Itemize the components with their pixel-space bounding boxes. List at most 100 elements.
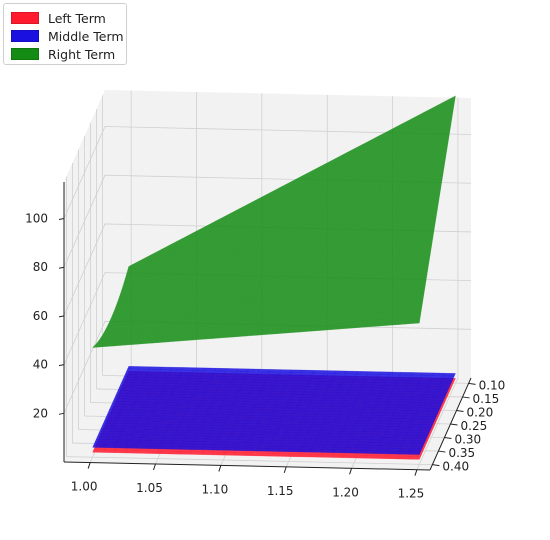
surface-cell [278,396,292,401]
surface-cell [340,381,353,385]
surface-cell [294,386,307,390]
surface-cell [373,431,386,435]
surface-cell [320,400,334,404]
surface-cell [138,415,151,419]
surface-cell [105,439,119,443]
surface-cell [161,388,174,392]
surface-cell [195,435,208,440]
surface-cell [149,415,162,420]
surface-cell [213,370,226,375]
surface-cell [251,382,265,386]
surface-cell [247,368,260,373]
surface-cell [331,449,345,454]
surface-cell [258,442,271,447]
surface-cell [313,416,327,420]
surface-cell [227,387,241,391]
surface-cell [162,410,176,414]
surface-cell [228,384,242,389]
surface-cell [399,445,413,450]
surface-cell [192,416,206,421]
surface-cell [331,454,345,458]
surface-cell [215,439,229,443]
surface-cell [225,368,238,372]
surface-cell [213,444,226,448]
surface-cell [428,380,442,385]
surface-cell [207,433,220,437]
surface-cell [187,378,201,382]
surface-cell [195,411,208,415]
surface-cell [319,427,333,431]
y-tick-label: 0.30 [454,433,481,447]
surface-cell [277,453,291,457]
surface-cell [126,442,139,446]
surface-cell [358,390,372,394]
surface-cell [368,417,381,422]
surface-cell [328,384,341,388]
surface-cell [337,387,351,391]
surface-cell [297,377,311,382]
surface-cell [248,439,262,444]
surface-cell [139,437,153,441]
surface-cell [128,412,142,416]
surface-cell [135,371,149,376]
surface-cell [288,448,302,453]
surface-cell [219,430,233,435]
surface-cell [168,451,182,455]
surface-cell [387,448,401,452]
surface-cell [400,393,414,398]
surface-cell [277,423,291,428]
surface-cell [272,410,286,414]
surface-cell [204,389,218,393]
surface-cell [299,399,312,404]
surface-cell [288,453,302,458]
surface-cell [180,419,194,423]
surface-cell [186,380,200,385]
surface-cell [282,388,295,392]
surface-cell [264,379,277,384]
surface-cell [147,418,161,422]
surface-cell [365,398,379,402]
surface-cell [342,449,356,454]
surface-cell [143,429,156,433]
surface-cell [232,376,246,380]
surface-cell [215,389,229,394]
surface-cell [351,431,364,435]
surface-cell [201,422,214,426]
surface-cell [319,378,333,382]
surface-cell [374,379,387,383]
surface-cell [311,372,324,377]
surface-cell [400,443,414,447]
surface-cell [202,370,215,374]
surface-cell [234,395,248,400]
surface-cell [380,439,393,444]
surface-cell [320,449,334,453]
surface-cell [219,381,232,386]
surface-cell [150,412,164,417]
surface-cell [220,379,234,383]
surface-cell [134,423,148,427]
surface-cell [173,435,187,439]
surface-cell [107,409,121,413]
surface-cell [276,377,289,381]
surface-cell [248,390,261,394]
surface-cell [365,447,379,452]
surface-cell [162,385,176,390]
surface-cell [117,412,131,416]
surface-cell [233,447,247,451]
surface-cell [231,428,245,432]
surface-cell [114,444,127,449]
surface-cell [152,432,166,436]
surface-cell [245,420,259,424]
surface-cell [402,415,415,420]
surface-cell [232,425,246,430]
surface-cell [265,426,278,430]
surface-cell [272,434,286,439]
surface-cell [216,411,230,416]
surface-cell [262,407,276,411]
surface-cell [238,387,252,391]
surface-cell [414,413,427,417]
surface-cell [198,403,212,407]
surface-cell [127,390,140,394]
surface-cell [284,432,298,436]
surface-cell [399,371,413,376]
